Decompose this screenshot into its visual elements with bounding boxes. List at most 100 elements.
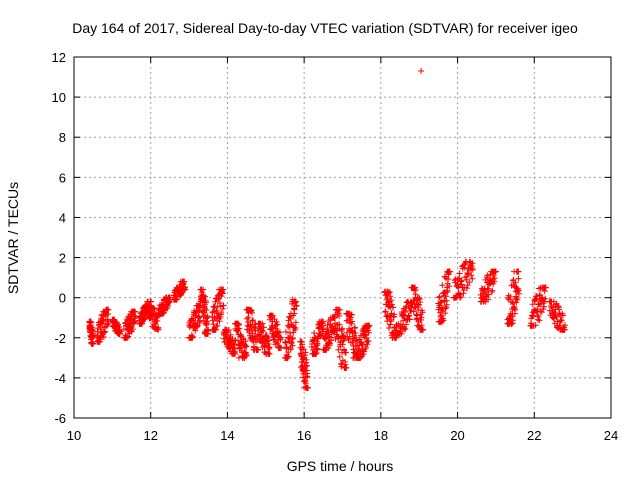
data-point — [155, 326, 162, 333]
data-point — [534, 316, 541, 323]
data-point — [116, 323, 123, 330]
data-point — [533, 296, 540, 303]
x-tick-label: 22 — [527, 428, 541, 443]
data-point — [402, 326, 409, 333]
data-point — [532, 322, 539, 329]
data-point — [336, 313, 343, 320]
data-point — [283, 343, 290, 350]
data-point — [385, 299, 392, 306]
data-point — [334, 334, 341, 341]
data-point — [512, 279, 519, 286]
data-point — [353, 334, 360, 341]
data-point — [211, 314, 218, 321]
data-point — [243, 352, 250, 359]
data-point — [509, 317, 516, 324]
data-point — [406, 316, 413, 323]
data-point — [359, 341, 366, 348]
data-point — [210, 308, 217, 315]
x-tick-label: 12 — [143, 428, 157, 443]
data-point — [537, 301, 544, 308]
data-point — [125, 333, 132, 340]
data-point — [252, 327, 259, 334]
data-point — [249, 317, 256, 324]
data-point — [320, 318, 327, 325]
data-point — [274, 321, 281, 328]
data-point — [227, 331, 234, 338]
data-point — [269, 312, 276, 319]
data-point — [489, 287, 496, 294]
data-point — [326, 342, 333, 349]
data-point — [529, 312, 536, 319]
data-point — [552, 312, 559, 319]
data-point — [365, 338, 372, 345]
data-point — [266, 344, 273, 351]
data-point — [332, 327, 339, 334]
data-point — [403, 321, 410, 328]
data-point — [558, 317, 565, 324]
data-point — [192, 327, 199, 334]
data-point — [182, 286, 189, 293]
data-point — [255, 346, 262, 353]
y-tick-label: -4 — [54, 371, 66, 386]
y-axis-title: SDTVAR / TECUs — [5, 182, 21, 294]
data-point — [418, 68, 425, 75]
data-point — [388, 301, 395, 308]
data-point — [456, 270, 463, 277]
data-point — [247, 322, 254, 329]
data-point — [181, 278, 188, 285]
data-point — [463, 273, 470, 280]
data-point — [412, 303, 419, 310]
data-point — [216, 318, 223, 325]
data-point — [464, 285, 471, 292]
data-point — [399, 312, 406, 319]
data-point — [88, 319, 95, 326]
data-point — [339, 325, 346, 332]
data-point — [491, 275, 498, 282]
data-point — [542, 284, 549, 291]
data-point — [536, 317, 543, 324]
data-point — [442, 293, 449, 300]
data-point — [105, 320, 112, 327]
data-point — [278, 344, 285, 351]
data-point — [146, 302, 153, 309]
data-point — [174, 296, 181, 303]
data-point — [259, 328, 266, 335]
data-point — [328, 334, 335, 341]
data-point — [336, 306, 343, 313]
data-point — [203, 307, 210, 314]
data-point — [266, 350, 273, 357]
data-point — [469, 260, 476, 267]
data-point — [469, 275, 476, 282]
data-point — [292, 324, 299, 331]
data-point — [508, 320, 515, 327]
y-tick-label: 12 — [52, 50, 66, 65]
data-point — [346, 333, 353, 340]
y-tick-label: -2 — [54, 331, 66, 346]
data-point — [154, 317, 161, 324]
data-point — [465, 271, 472, 277]
data-point — [300, 346, 307, 353]
data-point — [243, 343, 250, 350]
data-point — [302, 349, 309, 356]
data-point — [289, 296, 296, 303]
data-point — [514, 296, 521, 303]
data-point — [129, 326, 136, 333]
data-point — [385, 325, 392, 332]
data-point — [97, 334, 104, 341]
y-tick-label: 4 — [59, 210, 66, 225]
data-point — [204, 314, 211, 321]
data-point — [541, 298, 548, 305]
chart-title: Day 164 of 2017, Sidereal Day-to-day VTE… — [72, 20, 578, 36]
data-point — [466, 279, 473, 286]
data-point — [338, 326, 345, 333]
data-point — [301, 384, 308, 391]
x-tick-label: 14 — [220, 428, 234, 443]
data-point — [219, 305, 226, 312]
data-point — [200, 286, 207, 293]
data-point — [282, 328, 289, 335]
data-point — [243, 315, 250, 322]
data-point — [313, 349, 320, 356]
data-point — [442, 305, 449, 312]
